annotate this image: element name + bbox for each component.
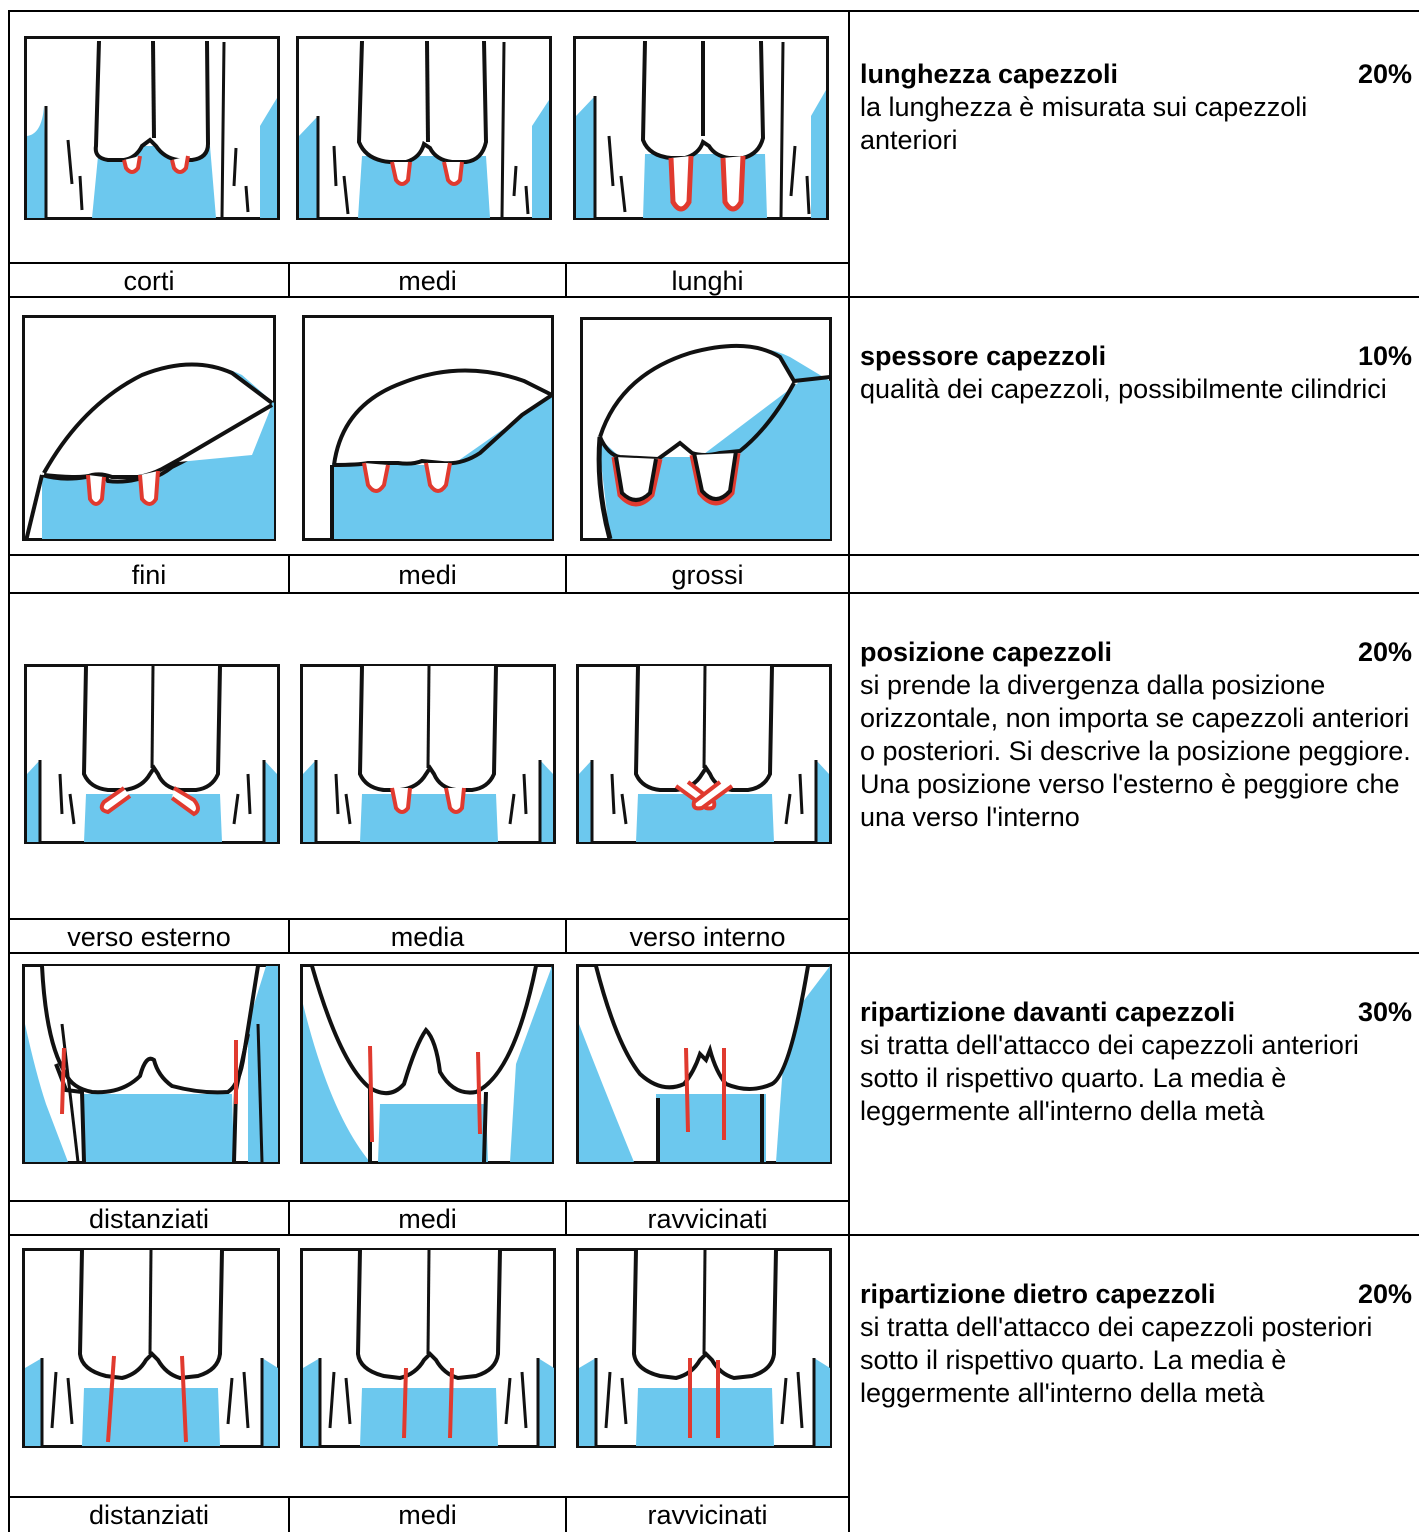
- caption-separator: [565, 1200, 567, 1235]
- illustration-teat-thickness-thin: [22, 315, 276, 541]
- caption-label: distanziati: [88, 1500, 210, 1530]
- caption-label: fini: [131, 560, 167, 590]
- caption-divider: [8, 918, 849, 920]
- trait-title: ripartizione dietro capezzoli: [860, 1279, 1216, 1309]
- illustration-front-teat-placement-wide: [22, 964, 280, 1164]
- illustration-teat-position-medium: [300, 664, 556, 844]
- table-border-top: [8, 10, 1419, 12]
- caption-separator: [565, 918, 567, 953]
- trait-description: ripartizione dietro capezzoli 20% si tra…: [860, 1278, 1412, 1410]
- trait-weight: 20%: [1357, 1279, 1412, 1309]
- caption-separator: [565, 554, 567, 593]
- trait-title: posizione capezzoli: [860, 637, 1113, 667]
- row-divider: [8, 554, 1419, 556]
- trait-weight: 30%: [1357, 997, 1412, 1027]
- caption-label: ravvicinati: [647, 1204, 768, 1234]
- row-divider: [8, 296, 1419, 298]
- caption-label: medi: [398, 1500, 457, 1530]
- trait-weight: 20%: [1357, 637, 1412, 667]
- caption-separator: [565, 262, 567, 297]
- illustration-rear-teat-placement-medium: [300, 1248, 556, 1448]
- trait-text: si prende la divergenza dalla posizione …: [860, 670, 1411, 832]
- caption-separator: [288, 1200, 290, 1235]
- caption-label: medi: [398, 1204, 457, 1234]
- trait-description: spessore capezzoli 10% qualità dei capez…: [860, 340, 1412, 406]
- illustration-rear-teat-placement-close: [576, 1248, 832, 1448]
- caption-label: medi: [398, 266, 457, 296]
- caption-label: corti: [123, 266, 175, 296]
- caption-divider: [8, 1200, 849, 1202]
- caption-separator: [288, 1496, 290, 1532]
- caption-separator: [288, 918, 290, 953]
- caption-label: distanziati: [88, 1204, 210, 1234]
- trait-description: posizione capezzoli 20% si prende la div…: [860, 636, 1412, 834]
- illustration-teat-length-short: [24, 36, 280, 220]
- illustration-teat-position-inward: [576, 664, 832, 844]
- caption-label: medi: [398, 560, 457, 590]
- trait-text: la lunghezza è misurata sui capezzoli an…: [860, 92, 1308, 155]
- caption-label: lunghi: [671, 266, 744, 296]
- illustration-teat-length-medium: [296, 36, 552, 220]
- trait-title: spessore capezzoli: [860, 341, 1107, 371]
- illustration-teat-thickness-thick: [580, 317, 832, 541]
- trait-text: si tratta dell'attacco dei capezzoli pos…: [860, 1312, 1373, 1408]
- table-border-left: [8, 10, 10, 1532]
- caption-label: verso esterno: [67, 922, 231, 952]
- illustration-teat-length-long: [573, 36, 829, 220]
- trait-title: ripartizione davanti capezzoli: [860, 997, 1236, 1027]
- trait-weight: 20%: [1357, 59, 1412, 89]
- illustration-teat-thickness-medium: [302, 315, 554, 541]
- caption-label: verso interno: [629, 922, 786, 952]
- illustration-front-teat-placement-medium: [300, 964, 554, 1164]
- illustration-rear-teat-placement-wide: [22, 1248, 280, 1448]
- trait-weight: 10%: [1357, 341, 1412, 371]
- illustration-teat-position-outward: [24, 664, 280, 844]
- caption-label: grossi: [671, 560, 744, 590]
- illustration-front-teat-placement-close: [576, 964, 832, 1164]
- row-divider: [8, 952, 1419, 954]
- row-divider: [8, 1234, 1419, 1236]
- caption-divider: [8, 1496, 849, 1498]
- row-divider: [8, 592, 1419, 594]
- caption-label: media: [390, 922, 465, 952]
- caption-divider: [8, 262, 849, 264]
- trait-description: ripartizione davanti capezzoli 30% si tr…: [860, 996, 1412, 1128]
- trait-title: lunghezza capezzoli: [860, 59, 1119, 89]
- caption-separator: [565, 1496, 567, 1532]
- trait-text: qualità dei capezzoli, possibilmente cil…: [860, 374, 1387, 404]
- caption-separator: [288, 262, 290, 297]
- column-divider: [848, 10, 850, 1532]
- trait-description: lunghezza capezzoli 20% la lunghezza è m…: [860, 58, 1412, 157]
- caption-separator: [288, 554, 290, 593]
- caption-label: ravvicinati: [647, 1500, 768, 1530]
- trait-text: si tratta dell'attacco dei capezzoli ant…: [860, 1030, 1359, 1126]
